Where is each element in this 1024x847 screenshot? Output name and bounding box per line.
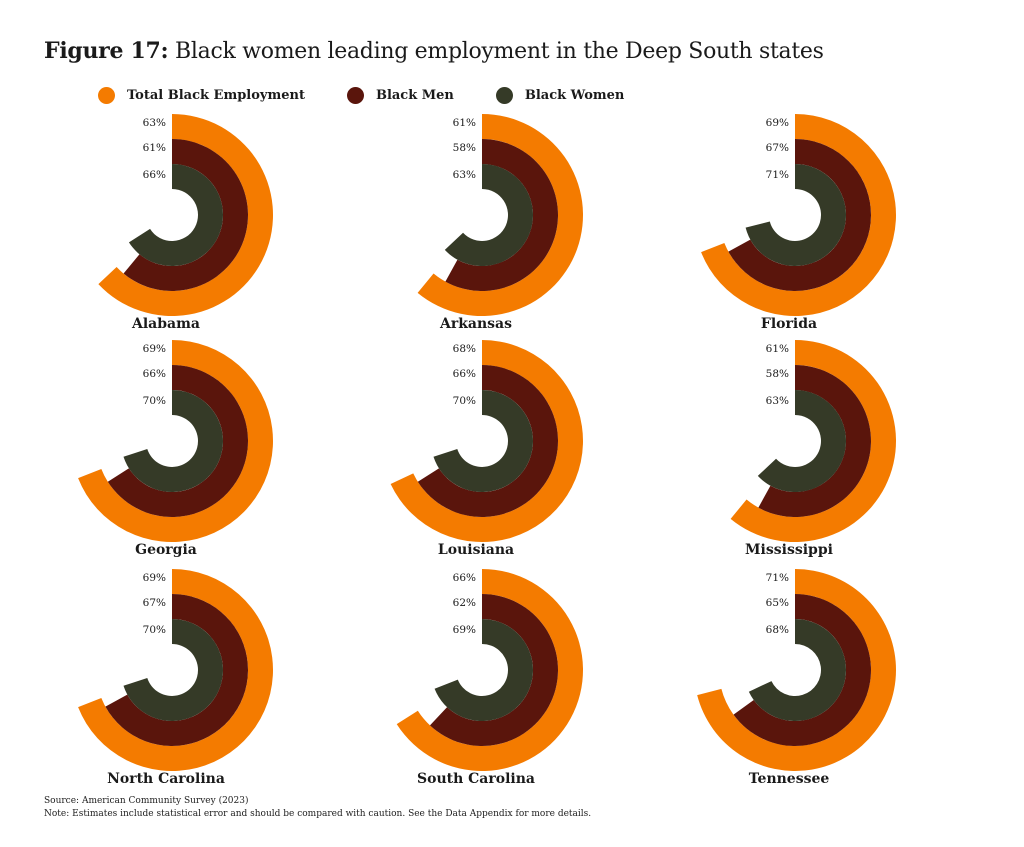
legend-swatch-total: [98, 86, 115, 104]
arc-total: [98, 114, 273, 316]
state-panel-louisiana: 68% 66% 70% Louisiana: [390, 340, 583, 558]
value-label-women: 70%: [143, 395, 166, 407]
value-label-women: 63%: [766, 395, 789, 407]
legend-item-total: Total Black Employment: [98, 86, 305, 104]
value-label-total: 63%: [143, 117, 166, 129]
value-label-men: 66%: [143, 368, 166, 380]
value-label-women: 71%: [766, 169, 789, 181]
value-label-men: 58%: [453, 142, 476, 154]
arc-men: [445, 139, 558, 291]
state-label: Tennessee: [749, 771, 830, 787]
value-label-women: 63%: [453, 169, 476, 181]
value-label-total: 69%: [143, 572, 166, 584]
caution-note: Note: Estimates include statistical erro…: [44, 809, 592, 819]
value-label-men: 61%: [143, 142, 166, 154]
arc-men: [733, 594, 872, 746]
legend-label: Total Black Employment: [127, 87, 305, 103]
value-label-women: 70%: [143, 624, 166, 636]
arc-women: [757, 390, 846, 492]
legend-swatch-women: [495, 86, 513, 104]
state-panel-florida: 69% 67% 71% Florida: [701, 114, 896, 332]
state-panel-south-carolina: 66% 62% 69% South Carolina: [396, 569, 583, 787]
state-panel-arkansas: 61% 58% 63% Arkansas: [417, 114, 584, 332]
arc-men: [417, 365, 558, 517]
arc-men: [728, 139, 872, 291]
value-label-men: 66%: [453, 368, 476, 380]
figure-title: Figure 17: Black women leading employmen…: [44, 38, 824, 64]
value-label-total: 71%: [766, 572, 789, 584]
value-label-women: 68%: [766, 624, 789, 636]
state-panel-north-carolina: 69% 67% 70% North Carolina: [78, 569, 273, 787]
legend-label: Black Women: [524, 87, 625, 103]
arc-men: [123, 139, 248, 291]
arc-total: [730, 340, 897, 542]
state-label: South Carolina: [417, 771, 535, 787]
value-label-total: 69%: [766, 117, 789, 129]
footer: Source: American Community Survey (2023)…: [44, 795, 591, 821]
arc-men: [758, 365, 871, 517]
value-label-women: 66%: [143, 169, 166, 181]
value-label-men: 67%: [143, 597, 166, 609]
state-label: Alabama: [131, 316, 200, 332]
state-label: Arkansas: [439, 316, 512, 332]
arc-total: [417, 114, 584, 316]
figure-title-text: Black women leading employment in the De…: [175, 39, 824, 64]
state-label: Mississippi: [745, 542, 833, 558]
arc-women: [123, 619, 224, 721]
legend-item-women: Black Women: [495, 86, 625, 104]
state-label: Georgia: [135, 542, 197, 558]
value-label-men: 58%: [766, 368, 789, 380]
arc-women: [745, 164, 846, 266]
value-label-women: 70%: [453, 395, 476, 407]
value-label-total: 61%: [766, 343, 789, 355]
legend: Total Black Employment Black Men Black W…: [98, 85, 666, 105]
value-label-total: 61%: [453, 117, 476, 129]
state-label: North Carolina: [107, 771, 225, 787]
arc-women: [748, 619, 847, 721]
state-panel-mississippi: 61% 58% 63% Mississippi: [730, 340, 897, 558]
value-label-men: 65%: [766, 597, 789, 609]
arc-women: [123, 390, 223, 492]
state-panel-tennessee: 71% 65% 68% Tennessee: [697, 569, 896, 787]
arc-men: [429, 594, 559, 747]
legend-label: Black Men: [375, 87, 454, 103]
arc-men: [105, 594, 248, 746]
value-label-women: 69%: [453, 624, 476, 636]
state-label: Louisiana: [438, 542, 514, 558]
arc-women: [434, 619, 534, 721]
state-label: Florida: [761, 316, 817, 332]
legend-swatch-men: [346, 86, 364, 104]
arc-men: [107, 365, 248, 517]
value-label-total: 68%: [453, 343, 476, 355]
state-panel-georgia: 69% 66% 70% Georgia: [78, 340, 273, 558]
arc-women: [433, 390, 533, 492]
state-panel-alabama: 63% 61% 66% Alabama: [98, 114, 273, 332]
value-label-men: 62%: [453, 597, 476, 609]
figure-number: Figure 17:: [44, 38, 169, 64]
value-label-total: 66%: [453, 572, 476, 584]
arc-women: [128, 164, 223, 266]
value-label-total: 69%: [143, 343, 166, 355]
legend-item-men: Black Men: [346, 86, 454, 104]
source-note: Source: American Community Survey (2023): [44, 796, 249, 806]
value-label-men: 67%: [766, 142, 789, 154]
arc-women: [444, 164, 534, 266]
